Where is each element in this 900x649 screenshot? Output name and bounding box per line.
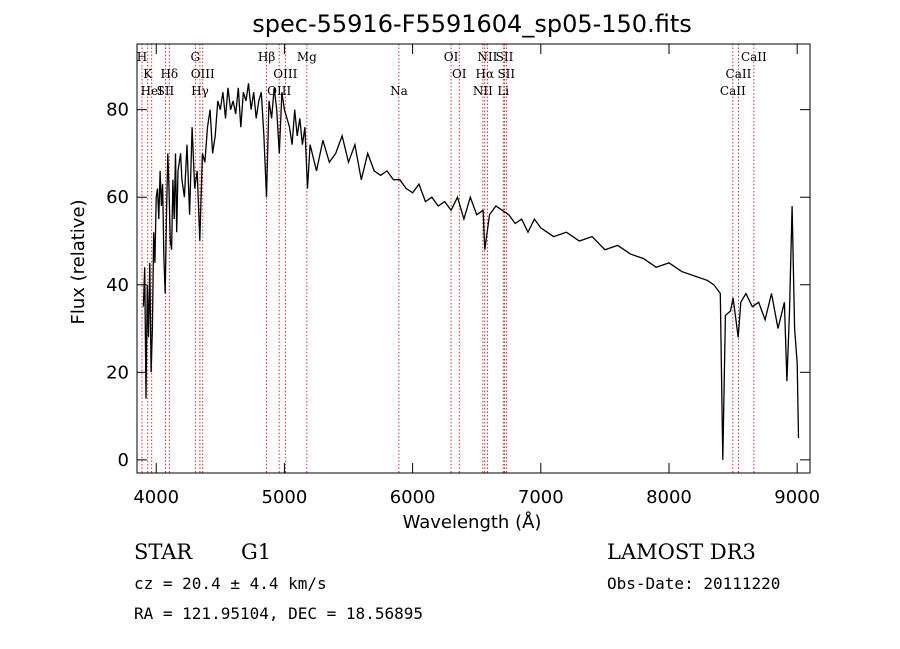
line-label-17: Hα (475, 67, 494, 81)
y-axis-ticks: 0 20 40 60 80 (106, 100, 810, 471)
line-label-1: K (143, 67, 153, 81)
x-axis-ticks: 4000 5000 6000 7000 8000 9000 (133, 44, 820, 508)
observation-date: Obs-Date: 20111220 (607, 574, 781, 593)
line-label-14: OI (452, 67, 467, 81)
line-label-15: NII (473, 84, 493, 98)
line-label-7: Hγ (191, 84, 209, 98)
line-label-4: Hδ (160, 67, 178, 81)
line-label-6: OIII (191, 67, 215, 81)
line-label-13: OI (444, 50, 459, 64)
x-tick-label-3: 7000 (518, 487, 564, 508)
line-label-20: Li (497, 84, 509, 98)
x-tick-label-4: 8000 (646, 487, 692, 508)
line-label-3: SII (157, 84, 175, 98)
coordinates: RA = 121.95104, DEC = 18.56895 (134, 604, 423, 623)
line-label-21: CaII (720, 84, 746, 98)
line-label-22: CaII (726, 67, 752, 81)
line-label-12: Na (390, 84, 408, 98)
object-subclass: G1 (241, 540, 272, 564)
x-axis-label: Wavelength (Å) (403, 511, 542, 533)
line-label-5: G (191, 50, 201, 64)
line-label-10: OIII (273, 67, 297, 81)
spectral-line-labels: HKHeISIIHδGOIIIHγHβOIIIOIIIMgNaOIOINIINI… (137, 50, 767, 98)
x-tick-label-0: 4000 (133, 487, 179, 508)
line-label-18: SII (496, 50, 514, 64)
y-tick-label-4: 80 (106, 100, 129, 121)
survey-name: LAMOST DR3 (607, 540, 756, 564)
object-class: STAR (134, 540, 193, 564)
y-tick-label-3: 60 (106, 187, 129, 208)
line-label-2: HeI (141, 84, 164, 98)
line-label-9: OIII (267, 84, 291, 98)
chart-title: spec-55916-F5591604_sp05-150.fits (252, 10, 691, 38)
y-tick-label-0: 0 (118, 450, 129, 471)
spectral-line-markers (141, 44, 755, 473)
line-label-23: CaII (741, 50, 767, 64)
x-tick-label-5: 9000 (774, 487, 820, 508)
x-tick-label-1: 5000 (262, 487, 308, 508)
line-label-19: SII (497, 67, 515, 81)
y-axis-label: Flux (relative) (68, 199, 89, 324)
line-label-0: H (137, 50, 147, 64)
plot-frame (136, 43, 811, 474)
flux-series-line (142, 83, 800, 460)
line-label-16: NII (477, 50, 497, 64)
line-label-11: Mg (297, 50, 317, 64)
y-tick-label-1: 20 (106, 362, 129, 383)
y-tick-label-2: 40 (106, 275, 129, 296)
line-label-8: Hβ (258, 50, 275, 64)
x-tick-label-2: 6000 (390, 487, 436, 508)
redshift-velocity: cz = 20.4 ± 4.4 km/s (134, 574, 327, 593)
